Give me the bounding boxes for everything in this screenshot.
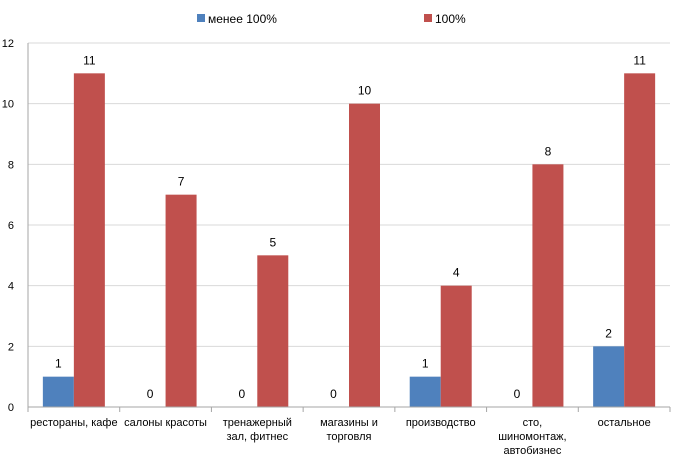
data-label: 0: [514, 387, 521, 401]
legend: менее 100% 100%: [197, 12, 466, 26]
bar-less-100: [409, 376, 441, 407]
bar-less-100: [593, 346, 625, 407]
x-category-label-line: шиномонтаж,: [498, 431, 566, 443]
x-category-label: салоны красоты: [124, 417, 207, 429]
y-tick-label: 6: [8, 220, 14, 232]
data-label: 1: [422, 357, 429, 371]
y-tick-label: 10: [2, 99, 14, 111]
data-label: 0: [238, 387, 245, 401]
data-label: 0: [147, 387, 154, 401]
x-category-label-line: автобизнес: [503, 445, 561, 457]
data-label: 11: [83, 53, 96, 67]
x-category-label-line: магазины и: [320, 417, 378, 429]
data-label: 0: [330, 387, 337, 401]
x-category-label: производство: [406, 417, 476, 429]
y-tick-label: 8: [8, 159, 14, 171]
y-tick-label: 2: [8, 341, 14, 353]
x-category-label: сто, шиномонтаж, автобизнес: [498, 417, 566, 457]
x-category-label-line: производство: [406, 417, 476, 429]
y-tick-label: 0: [8, 402, 14, 414]
data-label: 11: [633, 53, 646, 67]
data-label: 4: [453, 266, 460, 280]
legend-swatch: [424, 14, 432, 22]
legend-label: 100%: [435, 12, 466, 26]
data-label: 10: [358, 84, 372, 98]
x-category-label-line: рестораны, кафе: [30, 417, 117, 429]
data-label: 5: [269, 235, 276, 249]
x-category-label-line: сто,: [523, 417, 543, 429]
y-tick-label: 4: [8, 281, 14, 293]
x-category-label-line: торговля: [326, 431, 371, 443]
legend-label: менее 100%: [208, 12, 277, 26]
bar-full-100: [532, 164, 564, 407]
x-category-label-line: тренажерный: [223, 417, 292, 429]
x-category-label-line: зал, фитнес: [226, 431, 288, 443]
bar-full-100: [73, 73, 105, 407]
data-label: 8: [545, 144, 552, 158]
x-category-label: остальное: [598, 417, 651, 429]
bar-full-100: [440, 285, 472, 407]
y-tick-label: 12: [2, 38, 14, 50]
x-category-label: тренажерный зал, фитнес: [223, 417, 292, 443]
bar-full-100: [165, 194, 197, 407]
x-category-label-line: салоны красоты: [124, 417, 207, 429]
data-label: 2: [605, 326, 612, 340]
data-label: 7: [178, 175, 185, 189]
x-category-label-line: остальное: [598, 417, 651, 429]
bar-full-100: [624, 73, 656, 407]
data-label: 1: [55, 357, 62, 371]
bar-full-100: [349, 103, 380, 408]
bars: [42, 73, 656, 408]
bar-full-100: [257, 255, 289, 407]
x-category-label: магазины и торговля: [320, 417, 378, 443]
legend-swatch: [197, 14, 205, 22]
x-category-label: рестораны, кафе: [30, 417, 117, 429]
bar-less-100: [42, 376, 74, 407]
